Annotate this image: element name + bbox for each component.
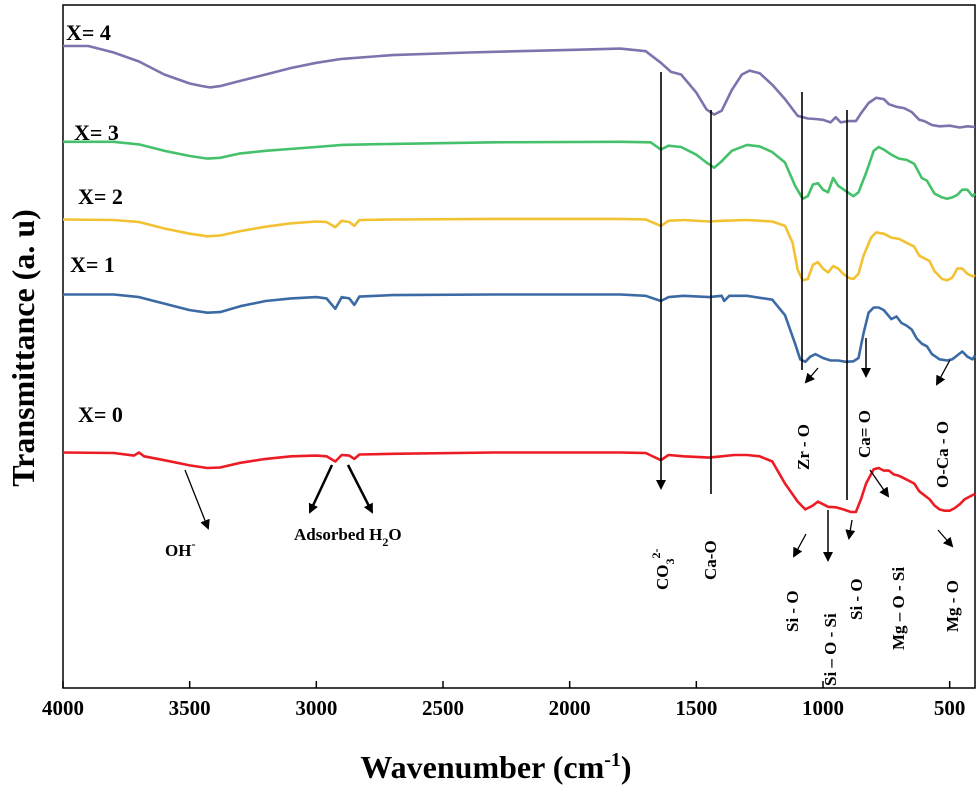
annotation-arrows	[184, 72, 954, 562]
annotation-cao: Ca-O	[701, 540, 720, 580]
series-label-x0: X= 0	[78, 402, 123, 427]
arrow-zro	[804, 367, 819, 384]
arrow-mgosi	[869, 469, 890, 498]
annotation-co3: CO32-	[649, 549, 677, 591]
series-line-x2	[62, 217, 976, 282]
arrow-mgo	[937, 529, 954, 548]
x-axis-title: Wavenumber (cm-1)	[360, 749, 631, 785]
annotation-adsorbed-h2o: Adsorbed H2O	[294, 525, 402, 549]
arrow-oh	[184, 469, 210, 530]
series-label-x1: X= 1	[70, 252, 115, 277]
series-line-x4	[63, 44, 976, 129]
annotation-mg-o-si: Mg – O - Si	[889, 567, 908, 650]
arrow-h2o-right	[346, 464, 374, 514]
x-tick-label: 3500	[169, 696, 211, 720]
x-tick-label: 3000	[295, 696, 337, 720]
x-tick-label: 500	[934, 696, 966, 720]
series-line-x3	[63, 140, 976, 200]
x-tick-label: 1000	[802, 696, 844, 720]
series-line-x1	[63, 293, 977, 364]
annotation-si-o-left: Si - O	[783, 590, 802, 632]
x-tick-label: 2500	[422, 696, 464, 720]
series-label-x3: X= 3	[74, 120, 119, 145]
arrow-sio-left	[793, 533, 807, 558]
series-label-x2: X= 2	[78, 184, 123, 209]
annotation-ca-double-o: Ca= O	[855, 410, 874, 458]
arrow-h2o-left	[308, 464, 334, 514]
series-label-x4: X= 4	[66, 20, 111, 45]
arrow-ocao	[936, 359, 951, 386]
x-axis-ticks: 4000 3500 3000 2500 2000 1500 1000 500	[42, 681, 965, 720]
annotation-zro: Zr - O	[794, 424, 813, 470]
series-line-x0	[62, 451, 976, 514]
series-layer	[62, 44, 977, 514]
x-tick-label: 4000	[42, 696, 84, 720]
annotation-o-ca-o: O-Ca - O	[933, 421, 952, 488]
x-tick-label: 1500	[675, 696, 717, 720]
annotation-si-o-right: Si - O	[847, 578, 866, 620]
x-tick-label: 2000	[549, 696, 591, 720]
plot-frame	[62, 4, 976, 689]
annotation-mg-o: Mg - O	[943, 580, 962, 632]
y-axis-title: Transmittance (a. u)	[5, 209, 41, 487]
arrow-sio-right	[845, 519, 856, 540]
annotation-oh: OH-	[165, 537, 195, 560]
annotation-si-o-si: Si – O - Si	[821, 613, 840, 686]
